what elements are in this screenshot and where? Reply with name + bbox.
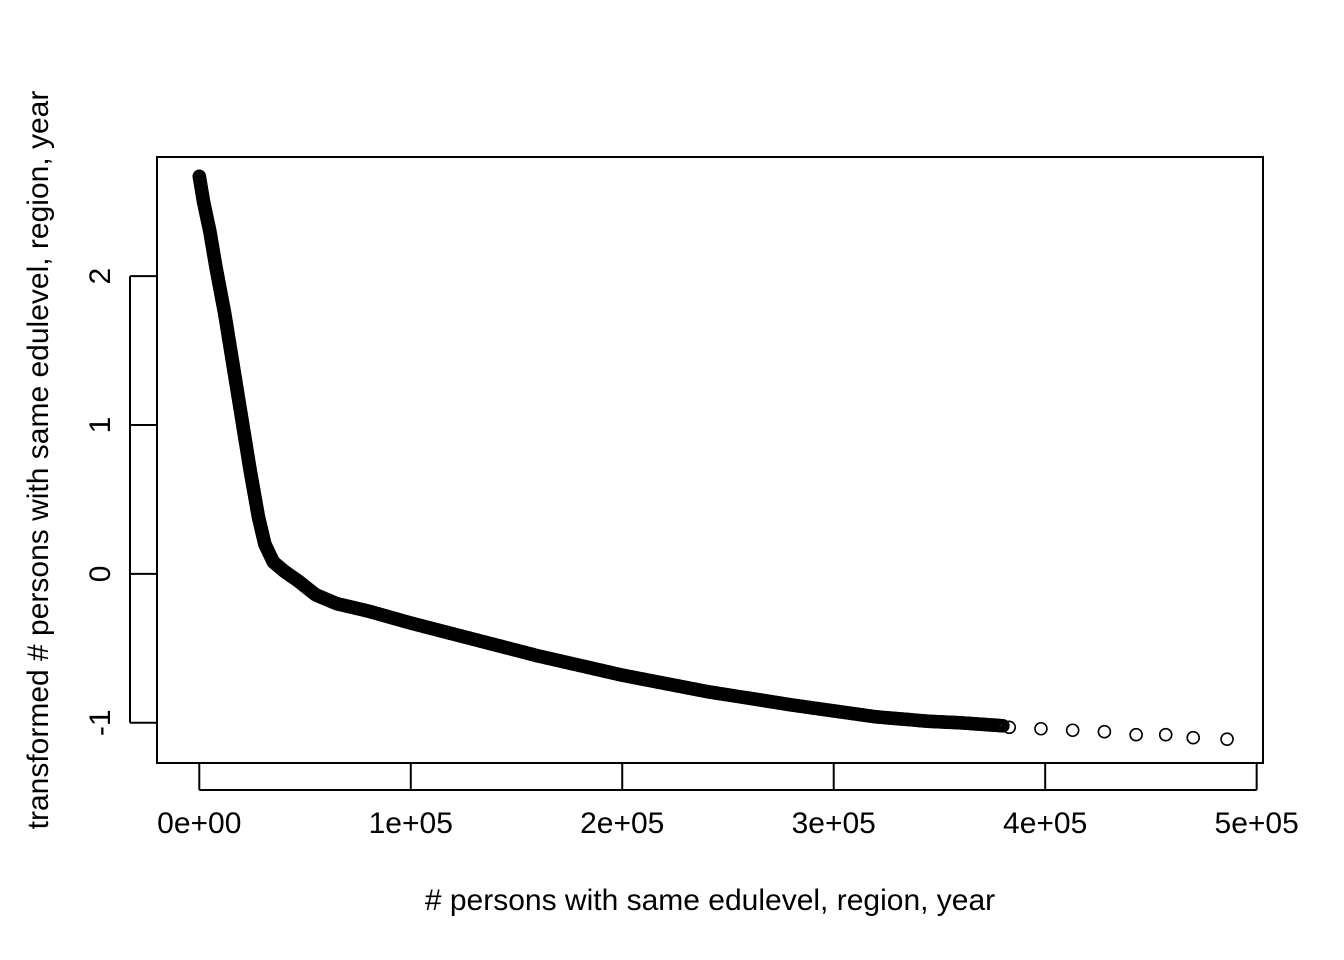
x-tick-label: 5e+05: [1215, 807, 1299, 840]
x-axis-label: # persons with same edulevel, region, ye…: [425, 884, 995, 917]
data-point: [1220, 732, 1234, 746]
plot-frame: [156, 156, 1264, 764]
y-tick-label: -1: [84, 709, 117, 736]
data-point: [1129, 727, 1143, 742]
x-tick-label: 3e+05: [792, 807, 876, 840]
x-tick-label: 2e+05: [580, 807, 664, 840]
y-axis: -1 0 1 2: [84, 268, 156, 736]
x-tick-label: 1e+05: [369, 807, 453, 840]
data-point: [1002, 720, 1017, 735]
data-point: [1097, 724, 1112, 739]
data-point: [1034, 721, 1048, 736]
y-tick-label: 1: [84, 417, 117, 434]
x-axis: 0e+00 1e+05 2e+05 3e+05 4e+05 5e+05: [157, 764, 1299, 840]
x-tick-label: 0e+00: [157, 807, 241, 840]
data-point: [996, 718, 1010, 733]
data-points: [192, 169, 1234, 746]
data-point: [1186, 730, 1201, 745]
data-point: [1158, 727, 1173, 742]
y-axis-label: transformed # persons with same edulevel…: [22, 91, 55, 830]
y-tick-label: 2: [84, 268, 117, 285]
data-point: [1065, 723, 1080, 738]
x-tick-label: 4e+05: [1003, 807, 1087, 840]
y-tick-label: 0: [84, 566, 117, 583]
